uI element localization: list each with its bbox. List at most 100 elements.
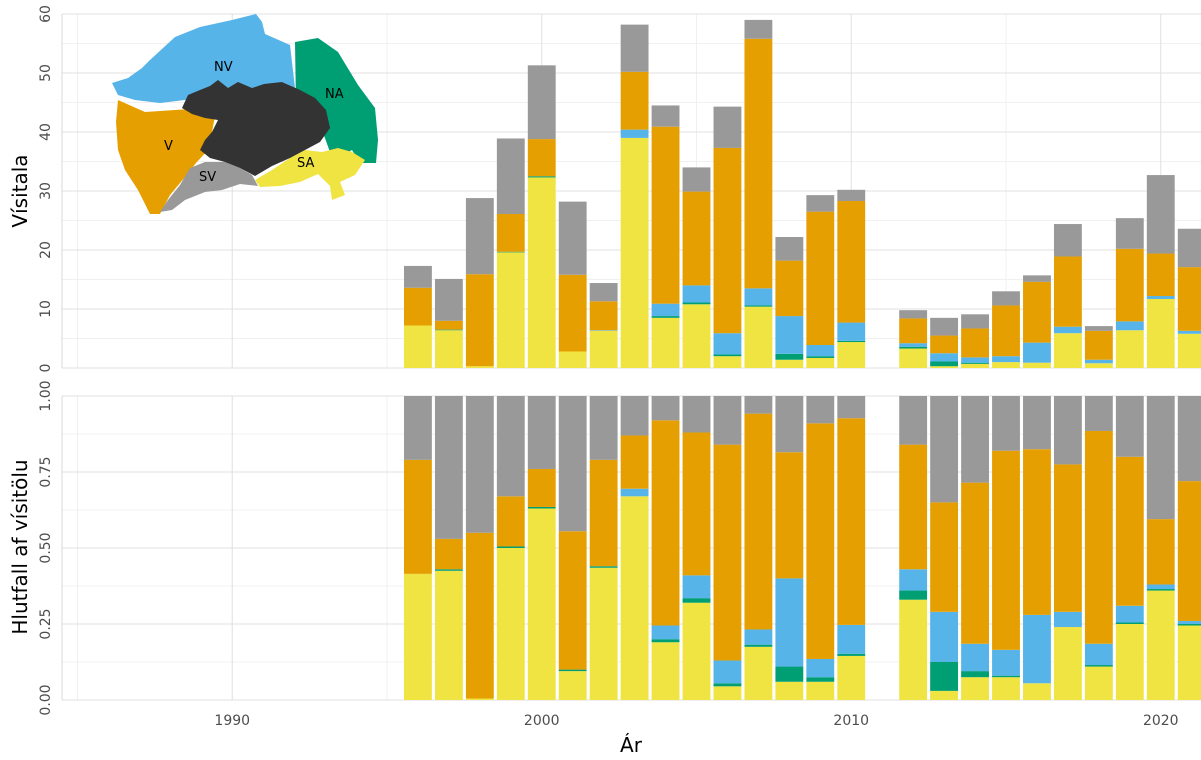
bar-segment-v-2018: [1084, 430, 1113, 644]
bar-segment-na-2002: [589, 566, 618, 568]
bar-segment-nv-2015: [992, 356, 1020, 363]
bar-segment-nv-2006: [713, 333, 742, 355]
bar-segment-sv-2009: [806, 396, 835, 424]
x-axis-title: Ár: [620, 733, 643, 756]
bar-segment-v-2017: [1053, 256, 1082, 327]
y-tick-label: 0.25: [38, 608, 54, 639]
bar-segment-sv-1998: [465, 396, 494, 533]
bar-segment-nv-2003: [620, 129, 649, 138]
bar-segment-sa-2005: [682, 602, 711, 700]
bar-segment-sv-2019: [1115, 396, 1144, 457]
bar-segment-sv-2005: [682, 167, 711, 192]
bar-segment-na-2013: [930, 662, 959, 691]
bar-segment-v-2019: [1115, 456, 1144, 606]
bar-segment-v-1998: [465, 532, 494, 699]
bar-segment-sa-2000: [527, 177, 556, 368]
bar-segment-v-2010: [837, 201, 866, 323]
bar-segment-v-2007: [744, 38, 773, 289]
bar-segment-sv-2004: [651, 396, 680, 421]
bar-segment-na-1999: [496, 546, 525, 548]
bar-segment-sa-2014: [961, 363, 989, 368]
bar-segment-sv-2021: [1177, 228, 1201, 268]
bar-segment-sv-2010: [837, 189, 866, 202]
bar-segment-v-2012: [899, 444, 928, 570]
bar-segment-nv-2021: [1177, 330, 1201, 334]
bar-segment-sv-2012: [899, 310, 928, 319]
bar-segment-nv-2012: [899, 343, 928, 347]
bar-segment-v-2013: [930, 502, 959, 612]
bar-segment-sv-2021: [1177, 396, 1201, 482]
bar-segment-nv-2014: [961, 357, 989, 363]
y-tick-label: 1.00: [38, 380, 54, 411]
bar-segment-sv-2005: [682, 396, 711, 433]
bar-segment-na-2007: [744, 305, 773, 307]
bars-top: [404, 19, 1201, 368]
bar-segment-v-2003: [620, 71, 649, 130]
bar-segment-na-2006: [713, 683, 742, 687]
bar-segment-v-1997: [434, 538, 463, 570]
bar-segment-nv-2009: [806, 344, 835, 357]
bar-segment-na-2020: [1146, 589, 1175, 591]
bar-segment-nv-2020: [1146, 584, 1175, 590]
bar-segment-sa-2010: [837, 342, 866, 368]
bar-segment-sv-2008: [775, 237, 804, 261]
bar-segment-v-2004: [651, 420, 680, 626]
bar-segment-sv-1996: [404, 265, 432, 288]
bar-segment-sa-2019: [1115, 330, 1144, 368]
bar-segment-sv-2014: [961, 314, 989, 329]
map-label-nv: NV: [214, 60, 233, 75]
y-tick-label: 0: [38, 364, 54, 373]
bar-segment-nv-2007: [744, 629, 773, 645]
bar-segment-sv-1999: [496, 138, 525, 215]
bar-segment-na-2005: [682, 598, 711, 603]
bar-segment-v-2002: [589, 301, 618, 331]
bar-segment-sa-2002: [589, 567, 618, 700]
map-label-sv: SV: [199, 170, 216, 185]
bar-segment-nv-2016: [1023, 342, 1051, 363]
bar-segment-v-2014: [961, 482, 989, 644]
y-axis-title-top: Vísitala: [8, 154, 32, 227]
x-ticks: 1990 2000 2010 2020: [214, 713, 1178, 729]
y-tick-label: 0.50: [38, 532, 54, 563]
bar-segment-nv-2008: [775, 578, 804, 667]
y-axis-title-bottom: Hlutfall af vísitölu: [8, 459, 32, 634]
bar-segment-sv-2020: [1146, 175, 1175, 254]
bar-segment-sv-1997: [434, 396, 463, 539]
bar-segment-nv-2012: [899, 569, 928, 591]
bar-segment-sa-2017: [1053, 333, 1082, 368]
bar-segment-v-2021: [1177, 481, 1201, 621]
bar-segment-sv-2015: [992, 291, 1020, 306]
bar-segment-v-2019: [1115, 248, 1144, 322]
bar-segment-sa-2015: [992, 362, 1020, 368]
map-region-sa: [255, 148, 365, 200]
bar-segment-na-2010: [837, 653, 866, 656]
y-ticks-top: 0 10 20 30 40 50 60: [38, 5, 54, 372]
bar-segment-na-2015: [992, 675, 1020, 678]
bar-segment-sa-2004: [651, 317, 680, 368]
bar-segment-v-2015: [992, 450, 1020, 650]
bar-segment-v-2010: [837, 418, 866, 625]
bar-segment-na-2013: [930, 361, 959, 367]
bar-segment-v-1996: [404, 459, 432, 574]
bar-segment-nv-2007: [744, 288, 773, 306]
bar-segment-v-2001: [558, 274, 587, 352]
bar-segment-na-2012: [899, 346, 928, 349]
bar-segment-sv-2018: [1084, 326, 1113, 331]
bar-segment-na-2014: [961, 362, 989, 364]
bar-segment-v-2006: [713, 444, 742, 661]
bar-segment-nv-2016: [1023, 614, 1051, 684]
bar-segment-v-2012: [899, 318, 928, 344]
bar-segment-sv-1999: [496, 396, 525, 497]
bar-segment-sv-2017: [1053, 224, 1082, 257]
bar-segment-nv-2019: [1115, 321, 1144, 331]
bar-segment-sa-1999: [496, 252, 525, 368]
bar-segment-sv-2001: [558, 396, 587, 532]
bar-segment-sa-2005: [682, 304, 711, 368]
bar-segment-v-2006: [713, 147, 742, 334]
bar-segment-nv-2009: [806, 658, 835, 678]
map-land-interior: [182, 80, 330, 176]
map-label-sa: SA: [297, 156, 314, 171]
bar-segment-sv-2015: [992, 396, 1020, 451]
bar-segment-v-2005: [682, 432, 711, 576]
